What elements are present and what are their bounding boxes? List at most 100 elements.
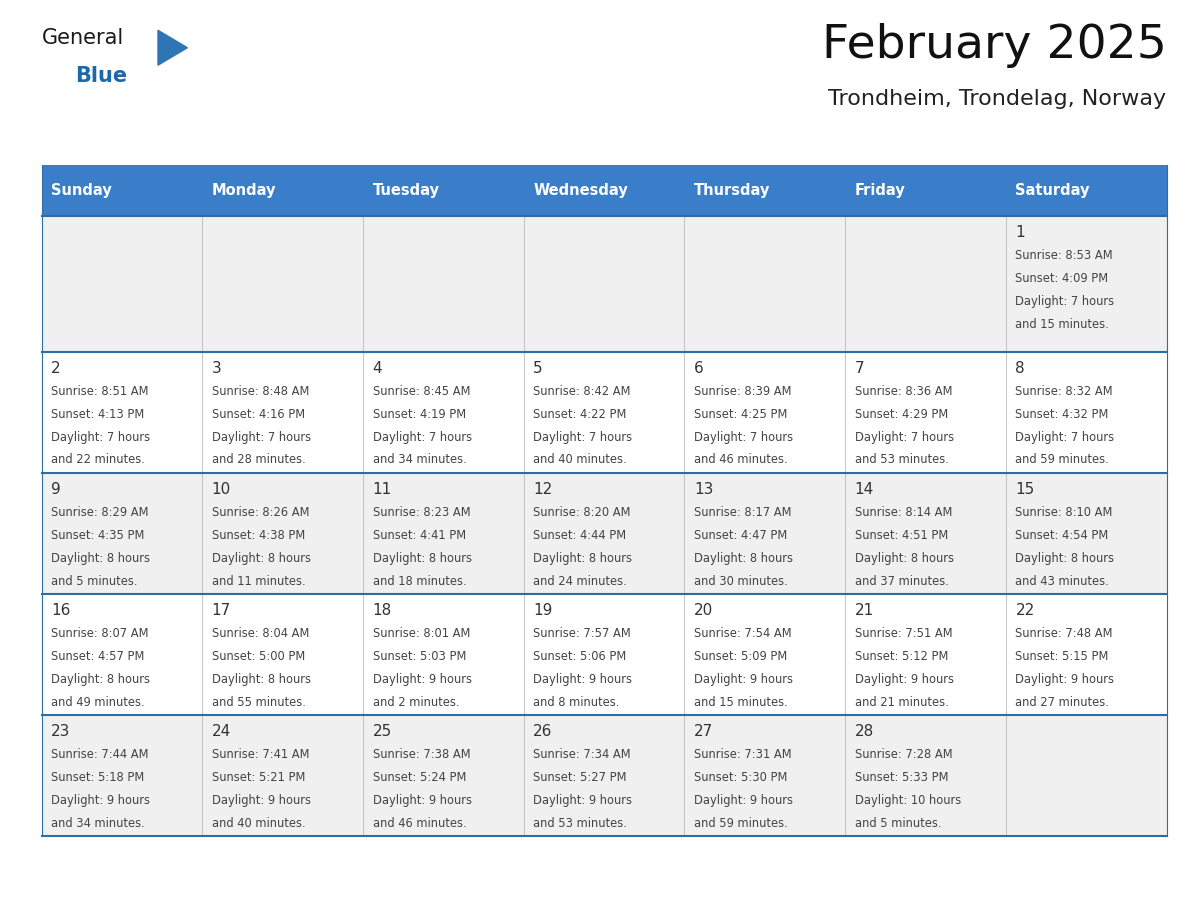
Text: 4: 4 (373, 361, 383, 375)
Text: Sunset: 4:41 PM: Sunset: 4:41 PM (373, 529, 466, 542)
Text: Sunset: 4:13 PM: Sunset: 4:13 PM (51, 408, 144, 420)
Text: 23: 23 (51, 724, 70, 739)
Text: 17: 17 (211, 603, 230, 618)
Text: Sunset: 4:35 PM: Sunset: 4:35 PM (51, 529, 145, 542)
Text: Sunrise: 7:34 AM: Sunrise: 7:34 AM (533, 748, 631, 761)
Text: Sunrise: 8:51 AM: Sunrise: 8:51 AM (51, 385, 148, 397)
Bar (364, 352, 524, 473)
Text: Sunset: 5:09 PM: Sunset: 5:09 PM (694, 650, 788, 663)
Text: Daylight: 8 hours: Daylight: 8 hours (211, 673, 311, 686)
Text: Trondheim, Trondelag, Norway: Trondheim, Trondelag, Norway (828, 89, 1167, 109)
Bar (1006, 165, 1167, 216)
Bar (845, 715, 1006, 836)
Text: Daylight: 7 hours: Daylight: 7 hours (373, 431, 472, 443)
Text: Daylight: 9 hours: Daylight: 9 hours (694, 673, 792, 686)
Bar (202, 473, 364, 594)
Bar (1006, 715, 1167, 836)
Bar (845, 473, 1006, 594)
Text: Daylight: 7 hours: Daylight: 7 hours (211, 431, 311, 443)
Bar (364, 473, 524, 594)
Bar (524, 473, 684, 594)
Text: Sunset: 4:38 PM: Sunset: 4:38 PM (211, 529, 305, 542)
Text: Monday: Monday (211, 183, 277, 198)
Text: Sunrise: 7:38 AM: Sunrise: 7:38 AM (373, 748, 470, 761)
Text: Daylight: 8 hours: Daylight: 8 hours (51, 552, 150, 565)
Text: and 15 minutes.: and 15 minutes. (1016, 318, 1110, 330)
Text: 20: 20 (694, 603, 713, 618)
Text: 25: 25 (373, 724, 392, 739)
Text: Sunrise: 8:29 AM: Sunrise: 8:29 AM (51, 506, 148, 519)
Text: Daylight: 10 hours: Daylight: 10 hours (854, 794, 961, 807)
Text: and 43 minutes.: and 43 minutes. (1016, 575, 1110, 588)
Bar (42, 473, 202, 594)
Text: 28: 28 (854, 724, 874, 739)
Bar (524, 594, 684, 715)
Text: and 27 minutes.: and 27 minutes. (1016, 696, 1110, 709)
Text: February 2025: February 2025 (822, 23, 1167, 68)
Bar (845, 216, 1006, 352)
Text: Sunrise: 7:28 AM: Sunrise: 7:28 AM (854, 748, 953, 761)
Text: Sunset: 5:27 PM: Sunset: 5:27 PM (533, 771, 627, 784)
Text: and 21 minutes.: and 21 minutes. (854, 696, 948, 709)
Text: Daylight: 8 hours: Daylight: 8 hours (854, 552, 954, 565)
Text: Daylight: 7 hours: Daylight: 7 hours (1016, 431, 1114, 443)
Text: 21: 21 (854, 603, 874, 618)
Bar (524, 216, 684, 352)
Text: and 15 minutes.: and 15 minutes. (694, 696, 788, 709)
Bar (684, 165, 845, 216)
Text: Sunrise: 8:14 AM: Sunrise: 8:14 AM (854, 506, 952, 519)
Text: Daylight: 8 hours: Daylight: 8 hours (51, 673, 150, 686)
Text: Daylight: 9 hours: Daylight: 9 hours (1016, 673, 1114, 686)
Text: Daylight: 7 hours: Daylight: 7 hours (854, 431, 954, 443)
Text: Sunrise: 8:20 AM: Sunrise: 8:20 AM (533, 506, 631, 519)
Text: Sunset: 4:25 PM: Sunset: 4:25 PM (694, 408, 788, 420)
Text: 8: 8 (1016, 361, 1025, 375)
Text: and 34 minutes.: and 34 minutes. (373, 453, 466, 466)
Bar (845, 165, 1006, 216)
Text: General: General (42, 28, 124, 48)
Text: Sunset: 4:32 PM: Sunset: 4:32 PM (1016, 408, 1108, 420)
Text: Sunset: 5:15 PM: Sunset: 5:15 PM (1016, 650, 1108, 663)
Text: Sunrise: 7:48 AM: Sunrise: 7:48 AM (1016, 627, 1113, 640)
Text: Sunset: 5:24 PM: Sunset: 5:24 PM (373, 771, 466, 784)
Text: 5: 5 (533, 361, 543, 375)
Bar (364, 216, 524, 352)
Bar (364, 594, 524, 715)
Text: Daylight: 8 hours: Daylight: 8 hours (373, 552, 472, 565)
Text: Sunset: 5:03 PM: Sunset: 5:03 PM (373, 650, 466, 663)
Bar (1006, 352, 1167, 473)
Text: Thursday: Thursday (694, 183, 770, 198)
Text: Saturday: Saturday (1016, 183, 1089, 198)
Text: Sunset: 4:09 PM: Sunset: 4:09 PM (1016, 272, 1108, 285)
Text: 14: 14 (854, 482, 874, 497)
Text: Daylight: 7 hours: Daylight: 7 hours (533, 431, 632, 443)
Text: 7: 7 (854, 361, 865, 375)
Text: Daylight: 9 hours: Daylight: 9 hours (51, 794, 150, 807)
Text: Sunset: 4:51 PM: Sunset: 4:51 PM (854, 529, 948, 542)
Text: Friday: Friday (854, 183, 905, 198)
Text: Sunrise: 7:41 AM: Sunrise: 7:41 AM (211, 748, 309, 761)
Text: Sunset: 5:00 PM: Sunset: 5:00 PM (211, 650, 305, 663)
Bar (1006, 594, 1167, 715)
Text: and 8 minutes.: and 8 minutes. (533, 696, 620, 709)
Text: Sunset: 5:33 PM: Sunset: 5:33 PM (854, 771, 948, 784)
Text: and 37 minutes.: and 37 minutes. (854, 575, 948, 588)
Text: and 18 minutes.: and 18 minutes. (373, 575, 466, 588)
Text: Daylight: 7 hours: Daylight: 7 hours (51, 431, 150, 443)
Text: 3: 3 (211, 361, 221, 375)
Text: 26: 26 (533, 724, 552, 739)
Text: Sunrise: 8:53 AM: Sunrise: 8:53 AM (1016, 249, 1113, 262)
Bar (845, 352, 1006, 473)
Text: Wednesday: Wednesday (533, 183, 628, 198)
Bar (42, 594, 202, 715)
Bar (42, 352, 202, 473)
Text: 11: 11 (373, 482, 392, 497)
Text: Daylight: 9 hours: Daylight: 9 hours (373, 794, 472, 807)
Text: Sunset: 4:22 PM: Sunset: 4:22 PM (533, 408, 626, 420)
Text: Sunrise: 8:32 AM: Sunrise: 8:32 AM (1016, 385, 1113, 397)
Text: Daylight: 7 hours: Daylight: 7 hours (694, 431, 794, 443)
Text: Sunrise: 8:45 AM: Sunrise: 8:45 AM (373, 385, 470, 397)
Text: and 46 minutes.: and 46 minutes. (694, 453, 788, 466)
Text: Sunset: 4:19 PM: Sunset: 4:19 PM (373, 408, 466, 420)
Text: Sunset: 5:30 PM: Sunset: 5:30 PM (694, 771, 788, 784)
